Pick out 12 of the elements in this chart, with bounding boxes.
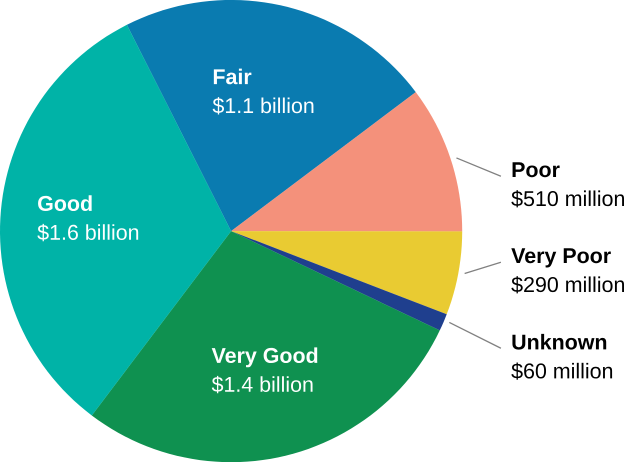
data-label: $1.4 billion [212, 376, 313, 394]
data-label: $60 million [511, 362, 612, 380]
slice-label: Poor [512, 162, 560, 178]
data-label: $290 million [511, 276, 624, 294]
data-label: $1.6 billion [37, 224, 138, 242]
slice-label: Very Poor [511, 248, 611, 268]
slice-label: Very Good [212, 347, 318, 368]
data-label: $510 million [511, 190, 624, 208]
slice-label: Unknown [512, 334, 606, 350]
data-label: $1.1 billion [212, 97, 314, 114]
slice-label: Good [38, 195, 92, 211]
slice-label: Fair [214, 68, 252, 84]
